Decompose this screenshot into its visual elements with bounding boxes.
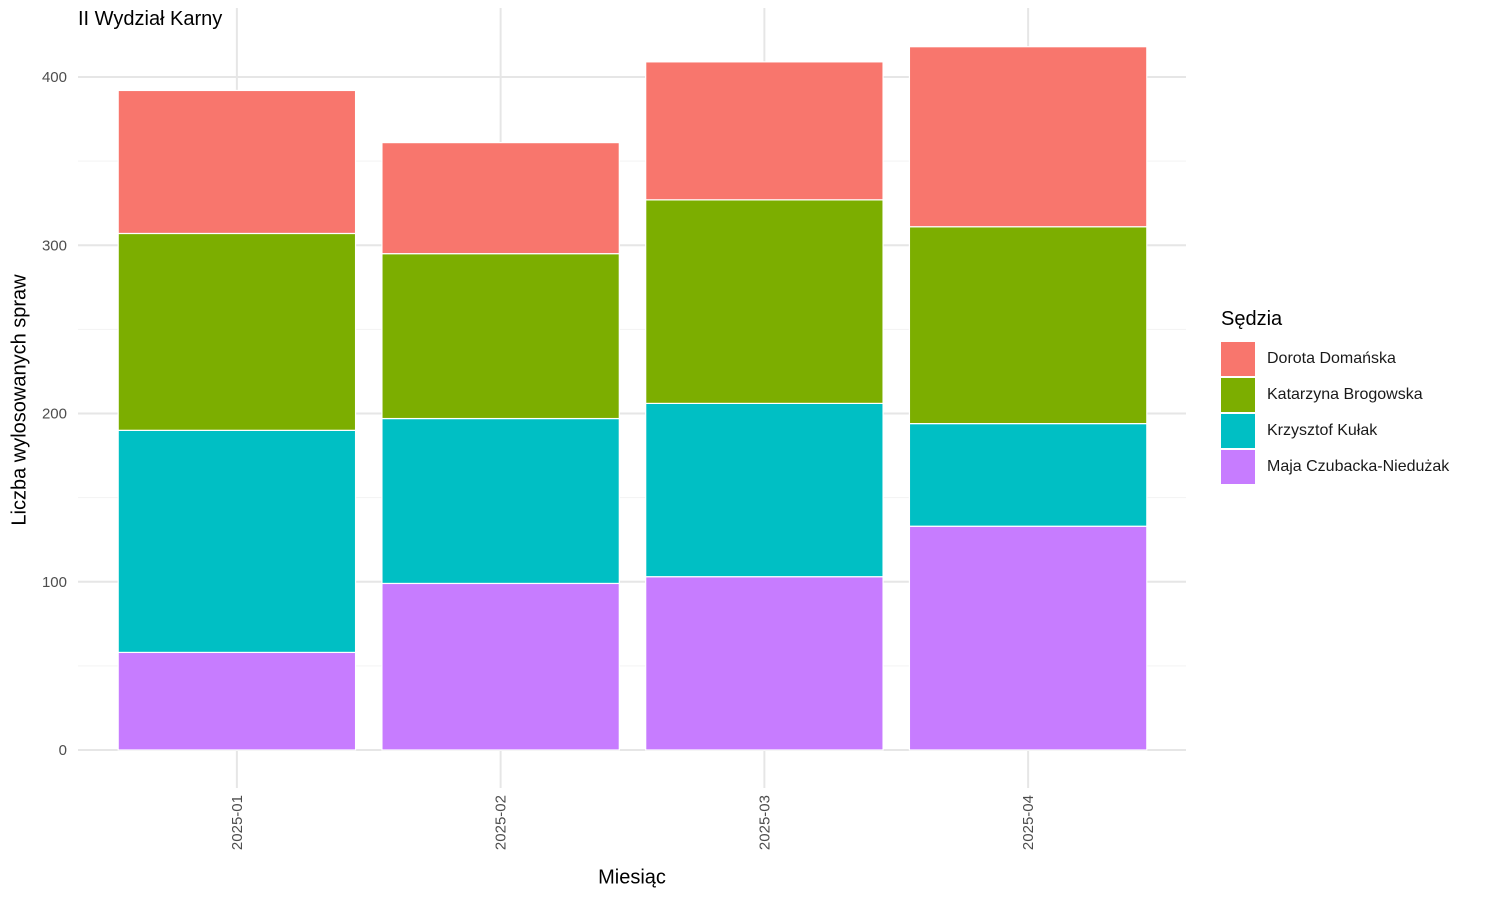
bar-segment [908, 226, 1148, 425]
legend-label: Krzysztof Kułak [1267, 422, 1378, 439]
legend-label: Dorota Domańska [1267, 350, 1396, 367]
legend-title: Sędzia [1221, 308, 1283, 330]
legend-swatch [1221, 342, 1255, 376]
x-tick-label: 2025-03 [756, 795, 773, 850]
bar-segment [381, 142, 620, 255]
legend-item: Maja Czubacka-Niedużak [1221, 449, 1449, 485]
chart-title: II Wydział Karny [78, 8, 223, 30]
legend-item: Dorota Domańska [1221, 341, 1449, 377]
legend-label: Katarzyna Brogowska [1267, 386, 1423, 403]
x-tick-label: 2025-01 [229, 795, 246, 850]
y-tick-label: 300 [42, 237, 67, 254]
tick-labels: 0 100 200 300 400 2025-01 2025-02 2025-03 2025-0… [42, 69, 1037, 850]
bar-segment [381, 582, 620, 751]
bars [117, 46, 1148, 751]
y-tick-label: 100 [42, 574, 67, 591]
y-axis-title: Liczba wylosowanych spraw [8, 274, 31, 526]
bar-segment [117, 89, 357, 235]
bar-segment [117, 651, 357, 751]
bar-segment [381, 253, 620, 420]
bar-segment [645, 402, 884, 578]
y-tick-label: 0 [59, 742, 67, 759]
x-axis-title: Miesiąc [598, 866, 666, 889]
y-tick-label: 400 [42, 69, 67, 86]
legend-items: Dorota Domańska Katarzyna Brogowska Krzysz… [1221, 341, 1449, 485]
bar-segment [117, 232, 357, 431]
bar-segment [645, 576, 884, 751]
bar-segment [117, 429, 357, 654]
x-tick-label: 2025-04 [1020, 795, 1037, 850]
bar-segment [908, 422, 1148, 527]
bar-segment [381, 417, 620, 585]
bar-segment [645, 199, 884, 405]
x-tick-label: 2025-02 [493, 795, 510, 850]
legend-swatch [1221, 450, 1255, 484]
legend-item: Krzysztof Kułak [1221, 413, 1449, 449]
legend-item: Katarzyna Brogowska [1221, 377, 1449, 413]
y-tick-label: 200 [42, 406, 67, 423]
legend-swatch [1221, 378, 1255, 412]
bar-segment [645, 61, 884, 201]
legend: Sędzia Dorota Domańska Katarzyna Brogowsk… [1221, 308, 1449, 485]
legend-swatch [1221, 414, 1255, 448]
bar-segment [908, 525, 1148, 751]
legend-label: Maja Czubacka-Niedużak [1267, 458, 1450, 475]
bar-segment [908, 46, 1148, 228]
